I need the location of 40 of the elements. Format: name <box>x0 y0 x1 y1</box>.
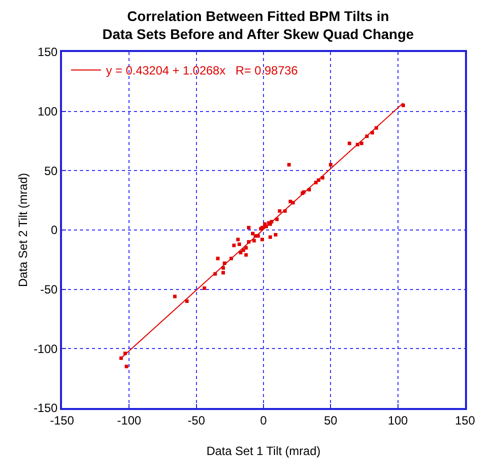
x-axis-title: Data Set 1 Tilt (mrad) <box>206 444 321 458</box>
point <box>288 200 292 204</box>
point <box>251 232 254 236</box>
y-axis-title: Data Set 2 Tilt (mrad) <box>16 172 30 288</box>
point <box>260 238 264 242</box>
point <box>244 246 248 250</box>
x-tick-label: -50 <box>188 413 206 428</box>
x-tick-label: 150 <box>454 413 476 428</box>
chart-title: Correlation Between Fitted BPM Tilts in Data Sets Before and After Skew Quad Change <box>102 8 414 42</box>
point <box>236 238 240 242</box>
y-tick-label: -100 <box>34 342 58 356</box>
x-tick-label: 100 <box>388 413 408 428</box>
legend-label: y = 0.43204 + 1.0268x R= 0.98736 <box>106 64 298 78</box>
point <box>278 209 282 213</box>
x-tick-label: -100 <box>117 413 142 428</box>
point <box>221 270 225 274</box>
point <box>232 244 236 248</box>
y-tick-label: 100 <box>38 104 58 119</box>
point <box>287 162 291 166</box>
y-tick-label: 0 <box>50 223 58 238</box>
point <box>274 233 278 236</box>
x-tick-label: 0 <box>260 413 268 428</box>
point <box>238 242 242 246</box>
point <box>348 142 352 146</box>
point <box>124 364 128 368</box>
point <box>246 226 250 230</box>
point <box>242 248 246 252</box>
y-tick-label: 50 <box>44 164 58 178</box>
point <box>268 235 272 239</box>
point <box>173 294 177 298</box>
point <box>244 253 248 257</box>
y-tick-label: -150 <box>34 401 58 416</box>
y-tick-label: 150 <box>38 45 58 60</box>
point <box>252 238 256 242</box>
point <box>360 142 364 146</box>
y-tick-label: -50 <box>40 282 58 297</box>
point <box>328 162 332 166</box>
point <box>202 286 206 290</box>
point <box>216 256 220 260</box>
x-tick-label: 50 <box>324 413 338 428</box>
